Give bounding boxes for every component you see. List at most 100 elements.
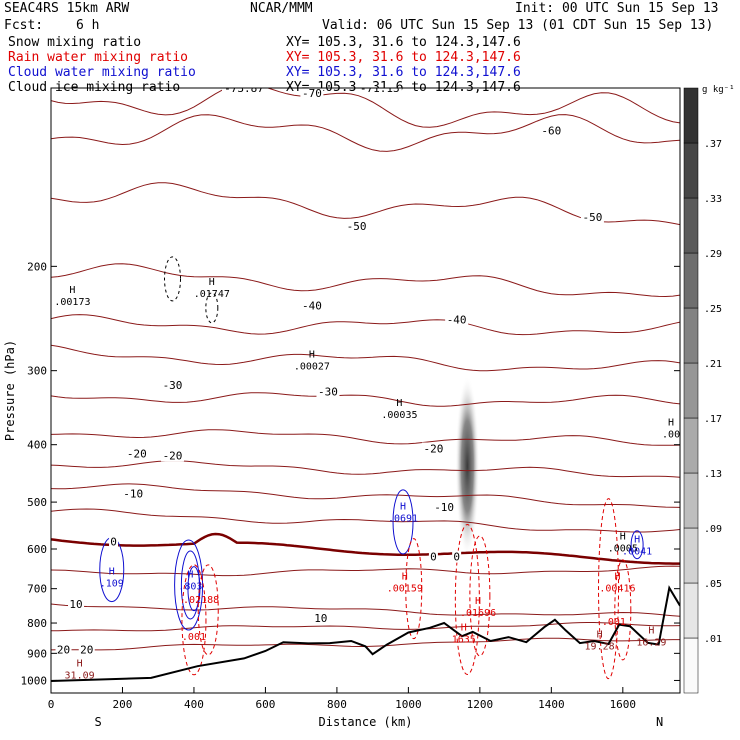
extremum-value: .01747 [194, 289, 230, 300]
extremum-marker: H [400, 502, 406, 513]
model-title: SEAC4RS 15km ARW [4, 1, 130, 16]
isotherm-line [51, 460, 680, 478]
extremum-value: .00416 [599, 584, 635, 595]
colorbar-segment [683, 252, 699, 309]
freezing-level-line [51, 532, 680, 565]
extremum-marker: H [309, 349, 315, 360]
extremum-marker: H [614, 572, 620, 583]
extremum-value: .001 [602, 617, 626, 628]
isotherm-label: -50 [347, 220, 367, 233]
rain-contour [405, 538, 423, 640]
cloud-water-contour [392, 489, 414, 555]
extremum-value: .00159 [387, 584, 423, 595]
plot-frame [50, 87, 681, 694]
extremum-marker: H [597, 630, 603, 641]
x-tick-label: 200 [113, 698, 133, 711]
isotherm-label: 0 [453, 551, 460, 564]
isotherm-label: 20 [80, 644, 93, 657]
extremum-value: .00173 [54, 297, 90, 308]
colorbar-label: .05 [704, 579, 722, 590]
extremum-marker: H [402, 572, 408, 583]
x-end-label-south: S [94, 715, 101, 729]
field-name-cloud-water: Cloud water mixing ratio [8, 65, 196, 80]
snow-contour [164, 256, 182, 302]
y-axis-label: Pressure (hPa) [3, 340, 17, 441]
y-tick-label: 400 [27, 439, 47, 452]
x-axis-label: Distance (km) [319, 715, 413, 729]
rain-contour [454, 523, 480, 675]
field-name-snow: Snow mixing ratio [8, 35, 142, 50]
isotherm-line [51, 88, 680, 128]
isotherm-label: -60 [541, 125, 561, 138]
extremum-marker: H [475, 596, 481, 607]
isotherm-label: -20 [423, 443, 443, 456]
colorbar-segment [683, 472, 699, 529]
extremum-value: .0691 [388, 514, 418, 525]
x-end-label-north: N [656, 715, 663, 729]
field-xy-cloud-water: XY= 105.3, 31.6 to 124.3,147.6 [286, 65, 521, 80]
extremum-marker: H [77, 658, 83, 669]
colorbar-segment [683, 87, 699, 144]
extremum-value: .0005 [608, 543, 638, 554]
isotherm-line [51, 508, 680, 533]
extremum-value: .00035 [381, 410, 417, 421]
extremum-value: .001 [182, 632, 206, 643]
y-tick-label: 300 [27, 365, 47, 378]
extremum-marker: H [209, 277, 215, 288]
y-tick-label: 200 [27, 260, 47, 273]
colorbar-segment [683, 417, 699, 474]
isotherm-label: -71.13 [360, 82, 400, 95]
rain-contour [469, 535, 491, 657]
colorbar-label: .01 [704, 634, 722, 645]
isotherm-line [51, 344, 680, 372]
isotherm-label: -10 [123, 488, 143, 501]
colorbar-label: .25 [704, 304, 722, 315]
isotherm-label: -10 [434, 501, 454, 514]
isotherm-label: -20 [163, 449, 183, 462]
forecast-hours: 6 h [76, 18, 100, 33]
colorbar-segment [683, 362, 699, 419]
isotherm-label: 10 [69, 598, 82, 611]
x-tick-label: 1200 [467, 698, 494, 711]
x-tick-label: 1000 [395, 698, 422, 711]
field-name-rain: Rain water mixing ratio [8, 50, 189, 65]
y-tick-label: 1000 [21, 674, 48, 687]
rain-contour [181, 564, 207, 676]
extremum-value: .109 [100, 579, 124, 590]
extremum-marker: H [69, 285, 75, 296]
isotherm-line [51, 565, 680, 577]
extremum-marker: H [668, 418, 674, 429]
extremum-marker: H [634, 535, 640, 546]
colorbar-segment [683, 307, 699, 364]
y-tick-label: 800 [27, 617, 47, 630]
cloud-water-contour [187, 566, 201, 612]
isotherm-line [51, 603, 680, 617]
plot-area: -73.87 -71.13 -70 -60 -50 -50 -40 -40 -30 -30 -20 -… [51, 82, 680, 682]
extremum-value: .803 [178, 581, 202, 592]
cloud-ice-plume [455, 375, 480, 557]
isotherm-line [51, 392, 680, 407]
isotherm-line [51, 483, 680, 508]
extremum-value: .02188 [183, 595, 219, 606]
extremum-marker: H [396, 398, 402, 409]
x-tick-label: 0 [48, 698, 55, 711]
colorbar-segment [683, 527, 699, 584]
isotherm-line [51, 263, 680, 298]
isotherm-line [51, 622, 680, 632]
colorbar-label: .13 [704, 469, 722, 480]
isotherm-label: 0 [110, 536, 117, 549]
extremum-value: .0041 [622, 547, 652, 558]
x-tick-label: 1400 [538, 698, 565, 711]
x-tick-label: 600 [255, 698, 275, 711]
field-xy-snow: XY= 105.3, 31.6 to 124.3,147.6 [286, 35, 521, 50]
colorbar-segment [683, 142, 699, 199]
isotherm-label: -73.87 [224, 82, 264, 95]
x-tick-label: 400 [184, 698, 204, 711]
extremum-value: 31.09 [65, 670, 95, 681]
init-time: Init: 00 UTC Sun 15 Sep 13 [515, 1, 719, 16]
rain-contour [197, 564, 219, 656]
colorbar-segment [683, 637, 699, 694]
rain-contour [614, 559, 632, 661]
rain-contour [598, 498, 620, 680]
